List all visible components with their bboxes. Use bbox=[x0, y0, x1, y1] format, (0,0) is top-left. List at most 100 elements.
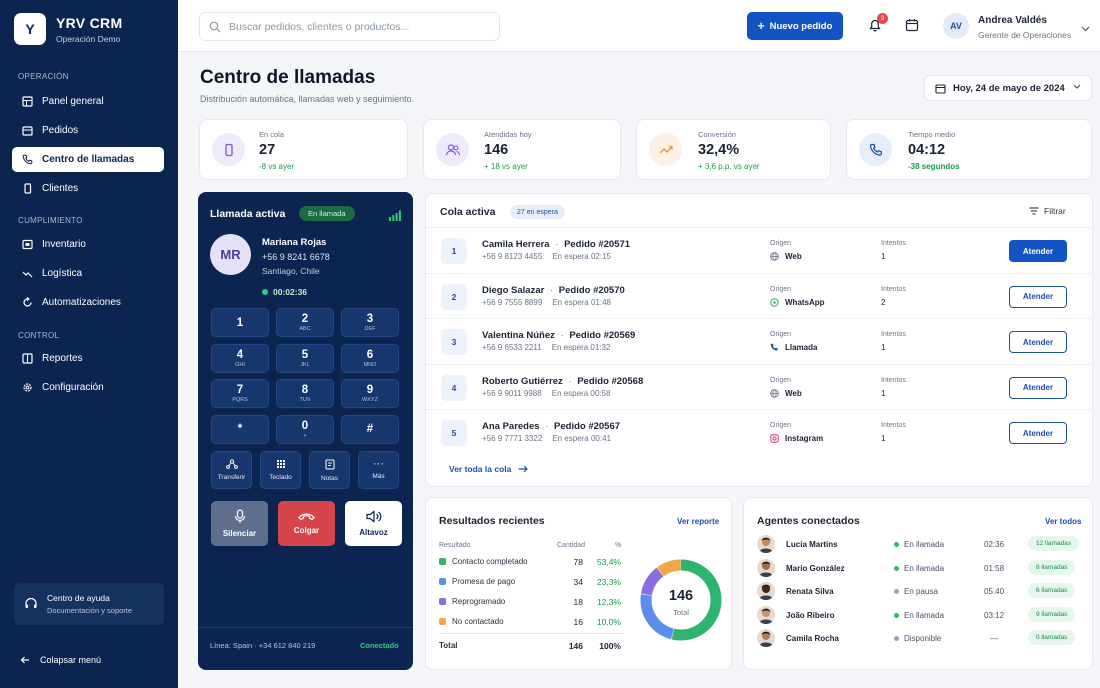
agent-calls-badge: 9 llamadas bbox=[1028, 606, 1076, 622]
queue-row[interactable]: 5 Ana Paredes · Pedido #20567 +56 9 7771 3… bbox=[426, 409, 1094, 454]
collapse-menu-button[interactable]: Colapsar menú bbox=[20, 655, 101, 665]
key-letters: JKL bbox=[300, 361, 310, 368]
sidebar-item-label: Clientes bbox=[42, 183, 79, 194]
device-icon bbox=[212, 133, 245, 166]
dial-key-3[interactable]: 4 GHI bbox=[211, 343, 269, 373]
queue-row[interactable]: 1 Camila Herrera · Pedido #20571 +56 9 812… bbox=[426, 227, 1094, 272]
keypad-icon bbox=[276, 459, 286, 469]
sidebar-item-label: Inventario bbox=[42, 239, 86, 250]
dial-key-7[interactable]: 8 TUV bbox=[276, 379, 334, 408]
queue-caller-info: +56 9 6533 2211 En espera 01:32 bbox=[482, 343, 610, 352]
more-button[interactable]: ··· Más bbox=[358, 451, 399, 489]
caller-phone: +56 9 7771 3322 bbox=[482, 434, 543, 443]
speaker-button[interactable]: Altavoz bbox=[345, 501, 402, 546]
agent-avatar bbox=[757, 605, 775, 624]
queue-row[interactable]: 2 Diego Salazar · Pedido #20570 +56 9 7555… bbox=[426, 272, 1094, 318]
keypad-button[interactable]: Teclado bbox=[260, 451, 301, 489]
sidebar-item-clientes[interactable]: Clientes bbox=[12, 176, 164, 201]
collapse-label: Colapsar menú bbox=[40, 655, 102, 665]
result-label: No contactado bbox=[452, 617, 504, 626]
user-name[interactable]: Andrea Valdés bbox=[978, 15, 1047, 26]
filter-button[interactable]: Filtrar bbox=[1029, 206, 1066, 216]
total-pct: 100% bbox=[599, 641, 621, 651]
help-center-card[interactable]: Centro de ayuda Documentación y soporte bbox=[14, 583, 164, 625]
sidebar: Y YRV CRM Operación Demo OPERACIÓN Panel… bbox=[0, 0, 178, 688]
signal-icon bbox=[389, 208, 401, 226]
active-call-panel: Llamada activa En llamada MR Mariana Roj… bbox=[198, 192, 413, 670]
key-digit: 1 bbox=[236, 316, 244, 329]
attend-button[interactable]: Atender bbox=[1009, 331, 1067, 353]
dial-key-5[interactable]: 6 MNO bbox=[341, 343, 399, 373]
sidebar-item-logistica[interactable]: Logística bbox=[12, 261, 164, 286]
agent-row[interactable]: Renata Silva En pausa 05:40 6 llamadas bbox=[744, 580, 1094, 603]
sidebar-item-panel-general[interactable]: Panel general bbox=[12, 89, 164, 114]
results-header-pct: % bbox=[615, 542, 622, 549]
view-all-agents-link[interactable]: Ver todos bbox=[1045, 517, 1082, 526]
search-icon bbox=[209, 21, 221, 33]
queue-row[interactable]: 3 Valentina Núñez · Pedido #20569 +56 9 65… bbox=[426, 318, 1094, 363]
notes-button[interactable]: Notas bbox=[309, 451, 350, 489]
origin-label: Origen bbox=[770, 376, 792, 384]
result-qty: 18 bbox=[573, 597, 583, 607]
agent-row[interactable]: Mario González En llamada 01:58 8 llamadas bbox=[744, 557, 1094, 580]
bell-icon[interactable] bbox=[867, 17, 883, 33]
sidebar-item-configuracion[interactable]: Configuración bbox=[12, 375, 164, 400]
search-input[interactable] bbox=[229, 20, 479, 33]
attend-button[interactable]: Atender bbox=[1009, 285, 1067, 308]
search-box[interactable] bbox=[199, 12, 500, 41]
sidebar-item-inventario[interactable]: Inventario bbox=[12, 232, 164, 257]
new-order-button[interactable]: + Nuevo pedido bbox=[747, 12, 843, 40]
user-avatar[interactable]: AV bbox=[943, 13, 969, 39]
agent-row[interactable]: Camila Rocha Disponible — 0 llamadas bbox=[744, 627, 1094, 650]
attempts-value: 1 bbox=[881, 388, 886, 398]
key-letters: DEF bbox=[364, 326, 376, 332]
result-row: Reprogramado 18 12,3% bbox=[426, 592, 626, 612]
trend-icon bbox=[649, 133, 682, 166]
dial-key-10[interactable]: 0 + bbox=[276, 414, 334, 444]
grid-icon bbox=[21, 96, 33, 108]
brand-name: YRV CRM bbox=[56, 14, 123, 31]
calendar-icon[interactable] bbox=[904, 17, 920, 33]
sidebar-item-centro-de-llamadas[interactable]: Centro de llamadas bbox=[12, 147, 164, 172]
dial-key-0[interactable]: 1 bbox=[211, 308, 269, 337]
see-all-queue-link[interactable]: Ver toda la cola bbox=[449, 464, 529, 474]
queue-caller-info: +56 9 7771 3322 En espera 00:41 bbox=[482, 434, 611, 443]
dial-key-2[interactable]: 3 DEF bbox=[341, 308, 399, 337]
agent-time: 05:40 bbox=[984, 587, 1005, 596]
hangup-button[interactable]: Colgar bbox=[278, 501, 335, 546]
attend-button[interactable]: Atender bbox=[1009, 376, 1067, 399]
sidebar-item-label: Automatizaciones bbox=[42, 297, 121, 308]
see-all-label: Ver toda la cola bbox=[449, 464, 512, 474]
sidebar-item-automatizaciones[interactable]: Automatizaciones bbox=[12, 290, 164, 315]
mute-button[interactable]: Silenciar bbox=[211, 501, 268, 546]
transfer-button[interactable]: Transferir bbox=[211, 451, 252, 489]
dial-key-9[interactable]: * bbox=[211, 414, 269, 444]
dial-key-8[interactable]: 9 WXYZ bbox=[341, 379, 399, 408]
queue-row[interactable]: 4 Roberto Gutiérrez · Pedido #20568 +56 9 … bbox=[426, 363, 1094, 409]
dial-key-6[interactable]: 7 PQRS bbox=[211, 379, 269, 408]
call-footer-divider bbox=[198, 627, 413, 628]
dial-key-11[interactable]: # bbox=[341, 414, 399, 444]
attend-button[interactable]: Atender bbox=[1009, 422, 1067, 444]
sidebar-item-reportes[interactable]: Reportes bbox=[12, 346, 164, 371]
sidebar-item-label: Logística bbox=[42, 268, 83, 279]
dial-key-1[interactable]: 2 ABC bbox=[276, 308, 334, 337]
sidebar-item-pedidos[interactable]: Pedidos bbox=[12, 118, 164, 143]
globe-icon bbox=[770, 388, 779, 398]
agent-time: 01:58 bbox=[984, 563, 1005, 573]
agent-status-text: En llamada bbox=[904, 540, 945, 549]
chevron-down-icon bbox=[1073, 84, 1081, 90]
attempts-label: Intentos bbox=[881, 376, 906, 384]
key-digit: 4 bbox=[236, 348, 244, 361]
date-selector[interactable]: Hoy, 24 de mayo de 2024 bbox=[924, 75, 1092, 101]
view-report-link[interactable]: Ver reporte bbox=[677, 517, 720, 526]
attend-button[interactable]: Atender bbox=[1009, 240, 1067, 262]
queue-caller: Ana Paredes · Pedido #20567 bbox=[482, 421, 621, 432]
dial-key-4[interactable]: 5 JKL bbox=[276, 343, 334, 373]
results-title: Resultados recientes bbox=[439, 515, 545, 527]
brand[interactable]: Y YRV CRM Operación Demo bbox=[14, 13, 122, 45]
agent-row[interactable]: João Ribeiro En llamada 03:12 9 llamadas bbox=[744, 604, 1094, 627]
chevron-down-icon[interactable] bbox=[1081, 19, 1090, 37]
kpi-conversion: Conversión 32,4% + 3,6 p.p. vs ayer bbox=[636, 119, 831, 180]
agent-row[interactable]: Lucía Martins En llamada 02:36 12 llamadas bbox=[744, 533, 1094, 556]
